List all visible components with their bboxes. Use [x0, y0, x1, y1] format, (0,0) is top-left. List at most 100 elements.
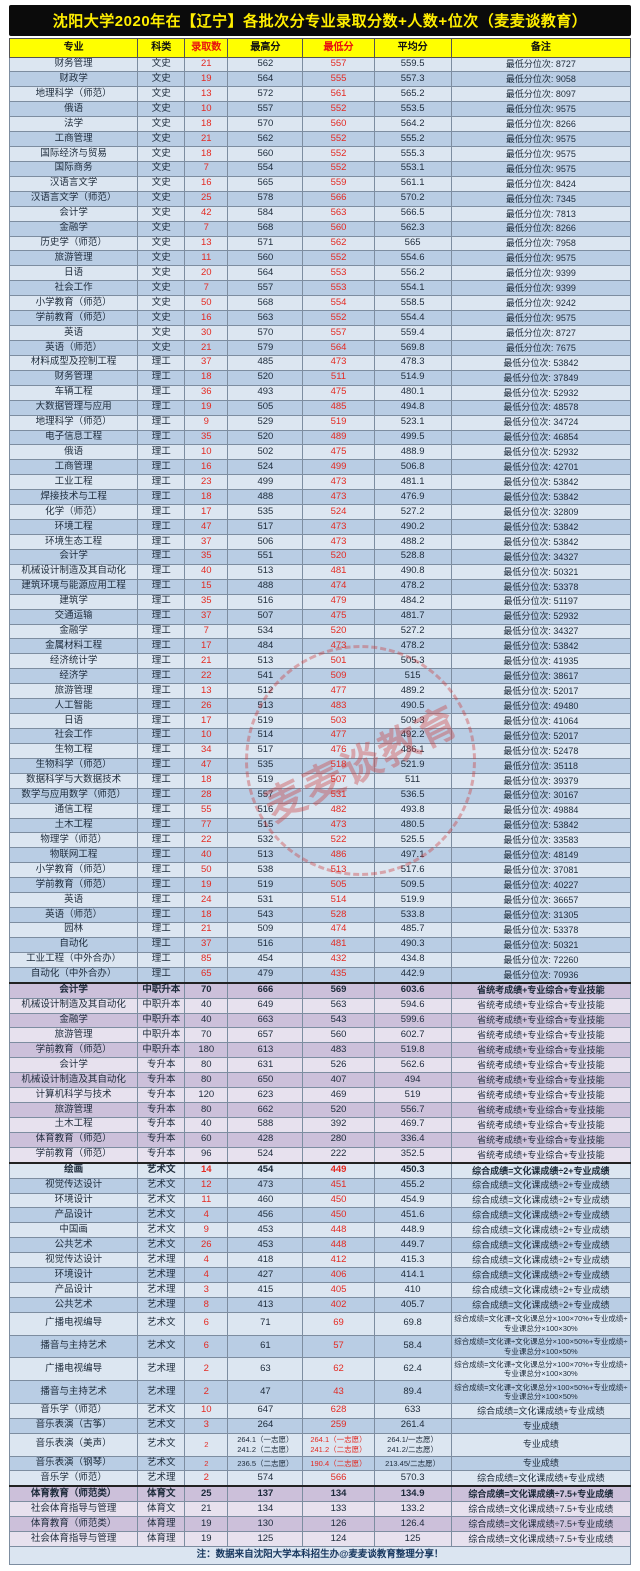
major-cell: 材料成型及控制工程	[8, 354, 139, 371]
category-cell: 理工	[137, 936, 186, 953]
footer-note: 注：数据来自沈阳大学本科招生办@麦麦谈教育整理分享！	[9, 1546, 631, 1565]
max-score-cell: 418	[227, 1252, 304, 1269]
major-cell: 英语（师范）	[8, 907, 139, 923]
category-cell: 理工	[137, 354, 186, 371]
avg-score-cell: 633	[373, 1402, 452, 1419]
major-cell: 社会工作	[8, 280, 139, 297]
major-cell: 旅游管理	[8, 250, 139, 267]
table-row: 视觉传达设计 艺术理 4 418 412 415.3 综合成绩=文化课成绩÷2+专业成绩	[8, 1252, 632, 1269]
max-score-cell: 516	[227, 936, 304, 953]
admit-count-cell: 40	[184, 563, 229, 580]
avg-score-cell: 555.2	[373, 131, 452, 148]
admit-count-cell: 17	[184, 713, 229, 729]
max-score-cell: 453	[227, 1237, 304, 1254]
remark-cell: 最低分位次: 53842	[450, 489, 632, 506]
avg-score-cell: 62.4	[373, 1357, 452, 1382]
admit-count-cell: 20	[184, 265, 229, 282]
major-cell: 音乐学（师范）	[8, 1470, 139, 1487]
admit-count-cell: 18	[184, 146, 229, 162]
avg-score-cell: 490.2	[373, 519, 452, 535]
avg-score-cell: 505.3	[373, 653, 452, 670]
table-row: 法学 文史 18 570 560 564.2 最低分位次: 8266	[8, 116, 632, 133]
remark-cell: 省统考成绩+专业综合+专业技能	[450, 1102, 632, 1118]
max-score-cell: 415	[227, 1282, 304, 1299]
major-cell: 交通运输	[8, 608, 139, 625]
table-row: 日语 理工 17 519 503 509.3 最低分位次: 41064	[8, 713, 632, 729]
max-score-cell: 588	[227, 1116, 304, 1133]
remark-cell: 最低分位次: 32809	[450, 504, 632, 521]
min-score-cell: 628	[302, 1402, 375, 1419]
remark-cell: 省统考成绩+专业综合+专业技能	[450, 981, 632, 999]
category-cell: 理工	[137, 369, 186, 386]
admit-count-cell: 36	[184, 384, 229, 401]
avg-score-cell: 469.7	[373, 1116, 452, 1133]
admit-count-cell: 77	[184, 817, 229, 834]
admit-count-cell: 21	[184, 131, 229, 148]
category-cell: 理工	[137, 474, 186, 491]
max-score-cell: 519	[227, 713, 304, 729]
max-score-cell: 535	[227, 757, 304, 774]
major-cell: 产品设计	[8, 1282, 139, 1299]
min-score-cell: 57	[302, 1334, 375, 1359]
max-score-cell: 134	[227, 1501, 304, 1518]
max-score-cell: 571	[227, 235, 304, 252]
table-row: 学前教育（师范） 理工 19 519 505 509.5 最低分位次: 40227	[8, 877, 632, 894]
admit-count-cell: 37	[184, 534, 229, 550]
table-row: 国际经济与贸易 文史 18 560 552 555.3 最低分位次: 9575	[8, 146, 632, 162]
category-cell: 艺术文	[137, 1402, 186, 1419]
min-score-cell: 449	[302, 1161, 375, 1179]
admit-count-cell: 21	[184, 653, 229, 670]
max-score-cell: 650	[227, 1072, 304, 1089]
admit-count-cell: 13	[184, 683, 229, 700]
avg-score-cell: 565.2	[373, 86, 452, 103]
admit-count-cell: 47	[184, 757, 229, 774]
category-cell: 理工	[137, 459, 186, 476]
major-cell: 中国画	[8, 1222, 139, 1239]
major-cell: 学前教育（师范）	[8, 1146, 139, 1164]
major-cell: 日语	[8, 265, 139, 282]
remark-cell: 专业成绩	[450, 1417, 632, 1434]
avg-score-cell: 561.1	[373, 175, 452, 192]
remark-cell: 最低分位次: 38617	[450, 668, 632, 685]
avg-score-cell: 448.9	[373, 1222, 452, 1239]
min-score-cell: 435	[302, 966, 375, 984]
category-cell: 理工	[137, 563, 186, 580]
table-row: 体育教育（师范类） 体育理 19 130 126 126.4 综合成绩=文化课成绩÷7.5+…	[8, 1516, 632, 1533]
min-score-cell: 190.4（二志愿）	[302, 1455, 375, 1472]
remark-cell: 综合成绩=文化课÷文化课总分×100×50%+专业成绩÷专业课总分×100×50…	[450, 1334, 632, 1359]
table-row: 会计学 文史 42 584 563 566.5 最低分位次: 7813	[8, 205, 632, 222]
avg-score-cell: 261.4	[373, 1417, 452, 1434]
major-cell: 土木工程	[8, 1116, 139, 1133]
avg-score-cell: 519.9	[373, 892, 452, 909]
avg-score-cell: 481.1	[373, 474, 452, 491]
table-row: 旅游管理 理工 13 512 477 489.2 最低分位次: 52017	[8, 683, 632, 700]
admit-count-cell: 13	[184, 86, 229, 103]
min-score-cell: 553	[302, 280, 375, 297]
remark-cell: 最低分位次: 9575	[450, 310, 632, 327]
admit-count-cell: 37	[184, 608, 229, 625]
admit-count-cell: 17	[184, 504, 229, 521]
admit-count-cell: 16	[184, 310, 229, 327]
table-row: 会计学 中职升本 70 666 569 603.6 省统考成绩+专业综合+专业技能	[8, 981, 632, 999]
table-row: 地理科学（师范） 理工 9 529 519 523.1 最低分位次: 34724	[8, 414, 632, 431]
major-cell: 公共艺术	[8, 1297, 139, 1313]
category-cell: 艺术理	[137, 1470, 186, 1487]
avg-score-cell: 451.6	[373, 1207, 452, 1224]
avg-score-cell: 125	[373, 1531, 452, 1548]
min-score-cell: 559	[302, 175, 375, 192]
category-cell: 艺术理	[137, 1297, 186, 1313]
min-score-cell: 473	[302, 817, 375, 834]
min-score-cell: 475	[302, 608, 375, 625]
category-cell: 中职升本	[137, 1012, 186, 1029]
category-cell: 理工	[137, 787, 186, 804]
table-row: 社会工作 文史 7 557 553 554.1 最低分位次: 9399	[8, 280, 632, 297]
remark-cell: 最低分位次: 46854	[450, 429, 632, 446]
remark-cell: 省统考成绩+专业综合+专业技能	[450, 1057, 632, 1074]
max-score-cell: 562	[227, 56, 304, 73]
category-cell: 艺术文	[137, 1432, 186, 1457]
min-score-cell: 473	[302, 519, 375, 535]
table-row: 会计学 专升本 80 631 526 562.6 省统考成绩+专业综合+专业技能	[8, 1057, 632, 1074]
avg-score-cell: 264.1/一志愿） 241.2/二志愿）	[373, 1432, 452, 1457]
admit-count-cell: 16	[184, 175, 229, 192]
min-score-cell: 392	[302, 1116, 375, 1133]
